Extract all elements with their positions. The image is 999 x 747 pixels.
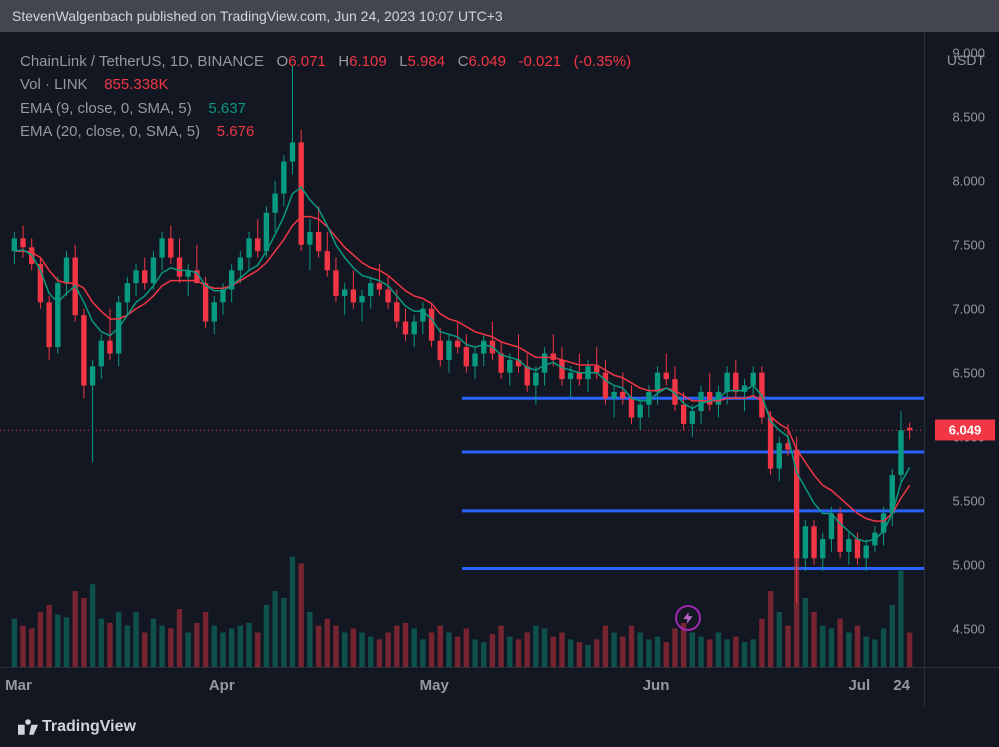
x-tick: May [420, 677, 449, 694]
x-right-day: 24 [893, 677, 910, 694]
y-tick: 5.000 [952, 557, 985, 572]
symbol-row: ChainLink / TetherUS, 1D, BINANCE O6.071… [20, 50, 631, 73]
y-axis: USDT 4.5005.0005.5006.0006.5007.0007.500… [924, 40, 999, 667]
x-axis: 24 Mar Apr May Jun Jul [0, 667, 924, 707]
x-tick: Jul [848, 677, 870, 694]
x-tick: Mar [5, 677, 32, 694]
volume-row: Vol · LINK 855.338K [20, 73, 631, 96]
x-tick: Apr [209, 677, 235, 694]
y-tick: 5.500 [952, 493, 985, 508]
y-tick: 8.000 [952, 173, 985, 188]
chart-legend: ChainLink / TetherUS, 1D, BINANCE O6.071… [20, 50, 631, 143]
y-tick: 9.000 [952, 45, 985, 60]
price-tag: 6.049 [935, 420, 995, 441]
tradingview-logo: TradingView [18, 717, 136, 737]
y-tick: 7.000 [952, 301, 985, 316]
publish-header: StevenWalgenbach published on TradingVie… [0, 0, 999, 32]
y-tick: 8.500 [952, 109, 985, 124]
y-tick: 4.500 [952, 621, 985, 636]
y-tick: 6.500 [952, 365, 985, 380]
axis-separator-h [0, 667, 999, 668]
ema20-row: EMA (20, close, 0, SMA, 5) 5.676 [20, 120, 631, 143]
y-tick: 7.500 [952, 237, 985, 252]
axis-separator-v [924, 32, 925, 706]
x-tick: Jun [643, 677, 670, 694]
ema9-row: EMA (9, close, 0, SMA, 5) 5.637 [20, 97, 631, 120]
